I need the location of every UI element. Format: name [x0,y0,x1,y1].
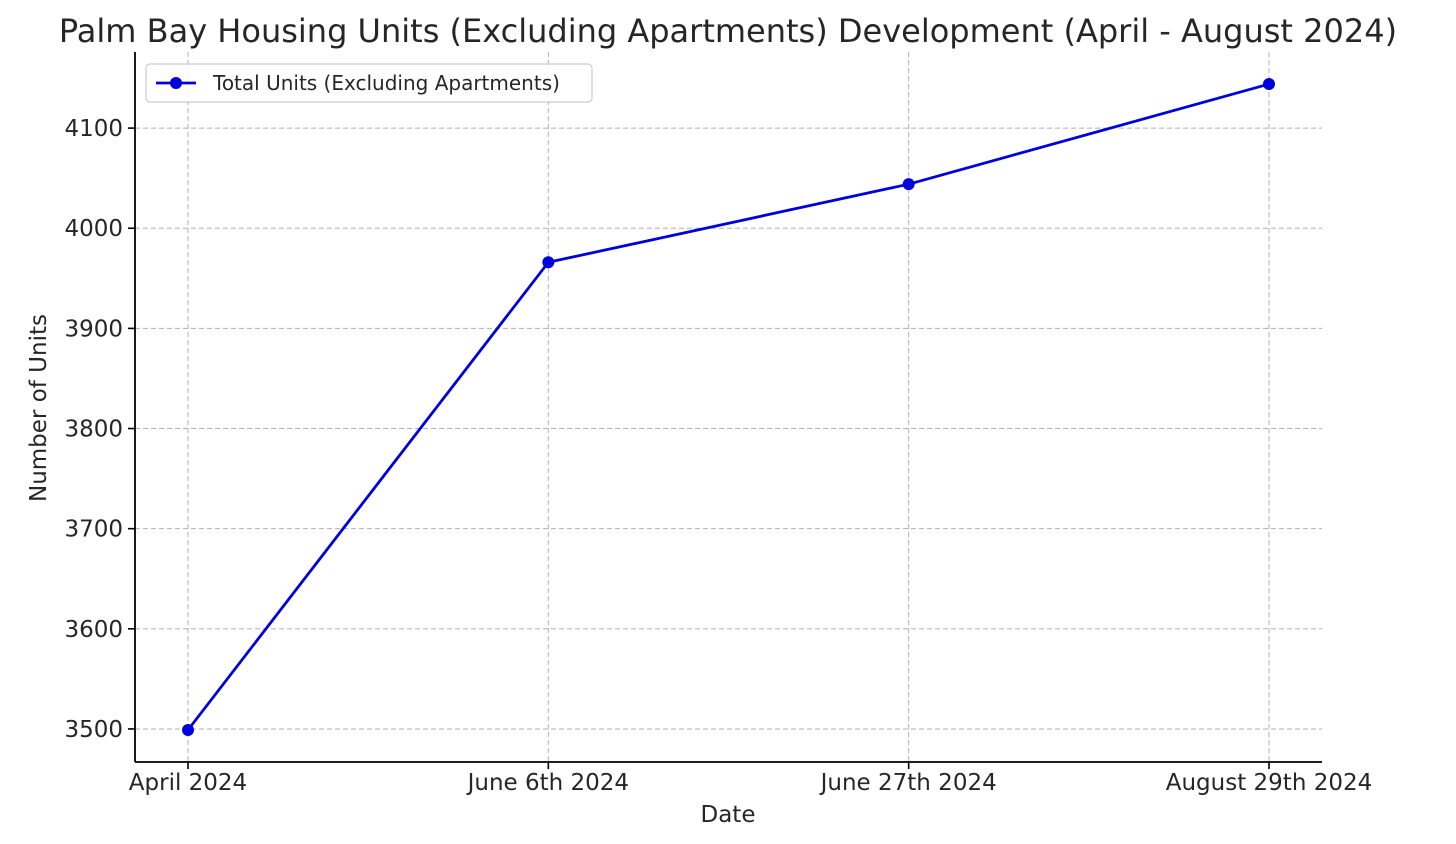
axes [128,52,1322,769]
y-axis-label: Number of Units [26,314,52,502]
grid [135,52,1322,762]
data-point [902,178,915,191]
y-tick-label: 4100 [64,116,123,142]
legend-box [145,63,593,103]
series [182,78,1275,736]
x-tick-label: June 27th 2024 [819,770,997,796]
x-tick-label: June 6th 2024 [466,770,629,796]
x-axis-label: Date [701,802,756,828]
legend: Total Units (Excluding Apartments) [145,63,593,103]
x-tick-label: April 2024 [129,770,247,796]
data-point [542,256,555,269]
chart-title: Palm Bay Housing Units (Excluding Apartm… [59,12,1397,50]
y-tick-label: 4000 [64,216,123,242]
y-tick-label: 3700 [64,517,123,543]
x-tick-labels: April 2024 June 6th 2024 June 27th 2024 Aug… [129,770,1372,796]
x-tick-label: August 29th 2024 [1166,770,1373,796]
legend-label: Total Units (Excluding Apartments) [212,71,560,95]
y-tick-label: 3600 [64,617,123,643]
data-point [1263,78,1275,91]
data-point [182,723,194,736]
legend-point-marker [170,77,182,89]
y-tick-labels: 3500 3600 3700 3800 3900 4000 4100 [64,116,123,743]
y-tick-label: 3500 [64,717,123,743]
y-tick-label: 3900 [64,316,123,342]
y-tick-label: 3800 [64,417,123,443]
series-line [186,82,1270,731]
